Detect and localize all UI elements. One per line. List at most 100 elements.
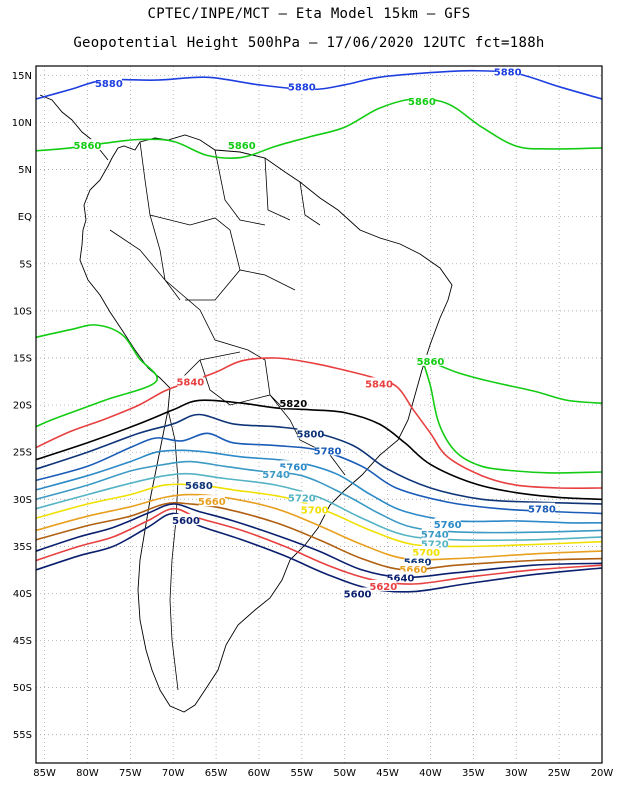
contour-label-5780: 5780 [314, 446, 342, 457]
contour-5620 [35, 507, 603, 585]
contour-5640 [35, 503, 603, 579]
contour-label-bg [173, 513, 200, 525]
contour-label-5660: 5660 [198, 497, 226, 508]
contour-label-bg [177, 375, 204, 387]
lon-tick-label: 55W [291, 768, 314, 779]
contour-label-bg [421, 528, 448, 540]
contour-label-bg [198, 495, 225, 507]
lat-tick-label: 5N [18, 165, 32, 176]
lat-tick-label: 15N [12, 71, 32, 82]
contour-label-5820: 5820 [279, 399, 307, 410]
contour-label-5700: 5700 [301, 506, 329, 517]
contour-5840 [35, 357, 603, 489]
contour-label-bg [288, 80, 315, 92]
lon-tick-label: 30W [505, 768, 528, 779]
contour-label-bg [280, 460, 307, 472]
contour-label-5720: 5720 [288, 493, 316, 504]
lon-tick-label: 20W [591, 768, 614, 779]
lat-tick-label: 40S [13, 589, 32, 600]
contour-label-5660: 5660 [399, 565, 427, 576]
contour-label-5640: 5640 [387, 573, 415, 584]
lon-tick-label: 75W [119, 768, 142, 779]
contour-5860 [35, 324, 159, 428]
lat-tick-label: 55S [13, 730, 32, 741]
contour-5700 [35, 483, 603, 548]
contour-label-bg [421, 537, 448, 549]
axis-ticks: 15N 10N 5N EQ 5S 10S 15S 20S 25S 30S 35S 40S 45S 50S 5… [12, 71, 614, 779]
map-frame [35, 65, 603, 764]
contour-5860 [35, 97, 603, 159]
contour-label-bg [301, 503, 328, 515]
contour-label-5800: 5800 [297, 429, 325, 440]
contour-label-5600: 5600 [172, 516, 200, 527]
lat-tick-label: 25S [13, 448, 32, 459]
contour-label-5880: 5880 [494, 68, 522, 79]
contour-label-bg [400, 562, 427, 574]
contour-label-bg [404, 555, 431, 567]
lat-tick-label: 15S [13, 353, 32, 364]
contour-5660 [35, 502, 603, 571]
contour-label-5840: 5840 [365, 379, 393, 390]
contour-label-bg [314, 444, 341, 456]
contour-label-5740: 5740 [421, 530, 449, 541]
contour-label-bg [413, 546, 440, 558]
contour-label-5740: 5740 [262, 470, 290, 481]
country-borders [109, 141, 346, 691]
contour-label-5760: 5760 [434, 520, 462, 531]
lat-tick-label: 10S [13, 306, 32, 317]
lon-tick-label: 25W [548, 768, 571, 779]
lon-tick-label: 40W [419, 768, 442, 779]
contour-label-5880: 5880 [95, 79, 123, 90]
contour-labels: 5880 5880 5880 5860 5860 5860 5860 5840 5840 5820… [74, 65, 556, 600]
contour-label-bg [280, 397, 307, 409]
contour-label-5860: 5860 [74, 141, 102, 152]
contour-label-5600: 5600 [344, 589, 372, 600]
contour-label-bg [74, 139, 101, 151]
contour-label-5720: 5720 [421, 540, 449, 551]
contour-label-bg [297, 427, 324, 439]
lat-tick-label: 20S [13, 401, 32, 412]
lat-tick-label: 35S [13, 542, 32, 553]
contour-5720 [35, 472, 603, 542]
title-line-1: CPTEC/INPE/MCT – Eta Model 15km – GFS [147, 6, 471, 22]
contour-label-bg [366, 377, 393, 389]
contour-label-bg [370, 579, 397, 591]
contour-label-5860: 5860 [408, 97, 436, 108]
contour-label-bg [408, 94, 435, 106]
lat-tick-label: EQ [18, 212, 32, 223]
contour-label-bg [434, 517, 461, 529]
contour-5680 [35, 493, 603, 561]
lat-tick-label: 10N [12, 118, 32, 129]
lon-tick-label: 60W [248, 768, 271, 779]
contour-label-5700: 5700 [412, 548, 440, 559]
contour-label-5760: 5760 [279, 462, 307, 473]
contour-label-bg [288, 491, 315, 503]
contour-label-bg [95, 76, 122, 88]
lon-tick-label: 45W [376, 768, 399, 779]
contour-label-5620: 5620 [369, 582, 397, 593]
lon-tick-label: 80W [76, 768, 99, 779]
contour-label-5680: 5680 [185, 481, 213, 492]
contour-label-5860: 5860 [228, 141, 256, 152]
contour-label-5840: 5840 [176, 378, 204, 389]
contour-5820 [35, 399, 603, 501]
contour-label-5780: 5780 [528, 505, 556, 516]
south-america-coast [79, 134, 453, 713]
contour-label-bg [494, 65, 521, 77]
contour-label-bg [185, 479, 212, 491]
title-line-2: Geopotential Height 500hPa – 17/06/2020 … [73, 35, 545, 51]
contour-5600 [35, 512, 603, 593]
lat-tick-label: 50S [13, 683, 32, 694]
lon-tick-label: 50W [333, 768, 356, 779]
contour-5860 [421, 357, 603, 474]
coastlines [39, 94, 453, 713]
contour-5860 [421, 357, 603, 404]
lat-tick-label: 5S [19, 259, 32, 270]
contour-label-bg [228, 139, 255, 151]
lat-tick-label: 45S [13, 636, 32, 647]
lon-tick-label: 85W [33, 768, 56, 779]
grid-lines [36, 66, 603, 763]
contour-label-5860: 5860 [417, 357, 445, 368]
lon-tick-label: 65W [205, 768, 228, 779]
